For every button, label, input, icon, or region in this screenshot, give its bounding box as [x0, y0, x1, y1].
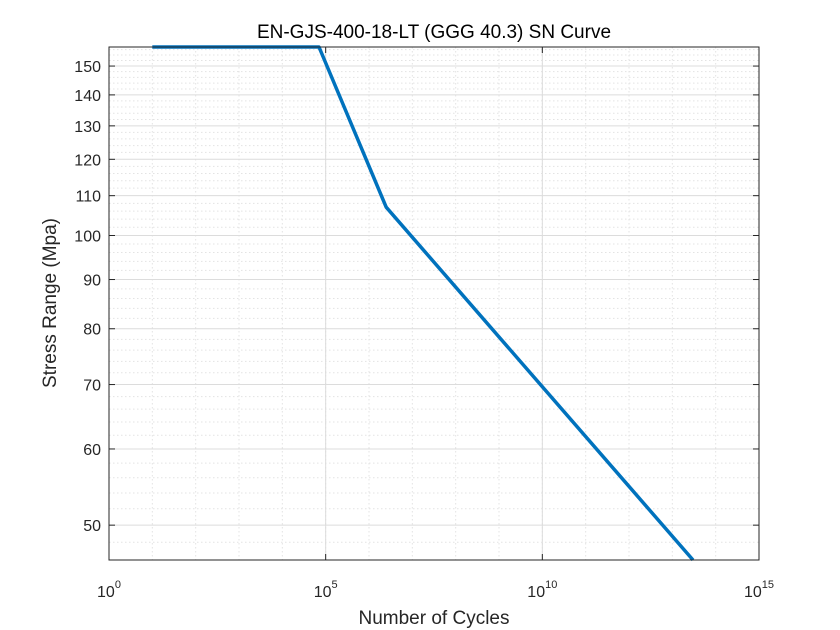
- x-tick-label-base: 10: [744, 584, 762, 601]
- axes: [108, 46, 760, 561]
- y-tick-label: 100: [74, 228, 101, 245]
- y-tick-labels: 50 60 70 80 90 100 110 120 130 140 150: [74, 59, 101, 535]
- y-tick-label: 150: [74, 59, 101, 76]
- x-tick-label: 105: [314, 579, 338, 601]
- y-tick-label: 50: [83, 518, 101, 535]
- x-tick-label: 100: [97, 579, 121, 601]
- y-axis-label: Stress Range (Mpa): [40, 218, 61, 388]
- y-tick-label: 120: [74, 152, 101, 169]
- x-tick-label-exponent: 15: [762, 579, 774, 591]
- x-tick-label-base: 10: [97, 584, 115, 601]
- plot-area: [109, 47, 759, 560]
- y-tick-label: 90: [83, 273, 101, 290]
- axes-box: [108, 46, 760, 561]
- y-tick-label: 110: [75, 189, 101, 206]
- x-tick-label-exponent: 5: [332, 579, 338, 591]
- x-tick-labels: 100 105 1010 1015: [97, 579, 774, 601]
- x-tick-label-exponent: 0: [115, 579, 121, 591]
- x-tick-label-base: 10: [527, 584, 545, 601]
- y-tick-label: 140: [74, 88, 101, 105]
- x-tick-label-base: 10: [314, 584, 332, 601]
- x-tick-label-exponent: 10: [545, 579, 557, 591]
- x-tick-label: 1015: [744, 579, 774, 601]
- y-tick-label: 60: [83, 442, 101, 459]
- y-tick-label: 80: [83, 322, 101, 339]
- y-tick-label: 130: [74, 119, 101, 136]
- x-tick-label: 1010: [527, 579, 557, 601]
- x-axis-label: Number of Cycles: [359, 608, 510, 629]
- chart-title: EN-GJS-400-18-LT (GGG 40.3) SN Curve: [257, 22, 611, 43]
- y-tick-label: 70: [83, 378, 101, 395]
